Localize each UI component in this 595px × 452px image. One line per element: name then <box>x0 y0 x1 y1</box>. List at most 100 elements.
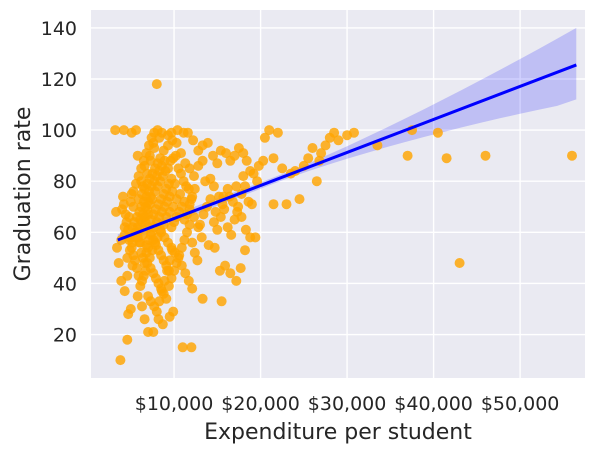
data-point <box>144 140 154 151</box>
data-point <box>222 222 233 233</box>
data-point <box>137 301 147 312</box>
data-point <box>240 224 251 235</box>
data-point <box>320 140 331 151</box>
data-point <box>136 163 147 174</box>
data-point <box>124 245 135 256</box>
data-point <box>118 125 129 136</box>
data-point <box>132 222 143 233</box>
data-point <box>231 275 242 286</box>
data-point <box>268 199 279 210</box>
data-point <box>259 132 270 143</box>
regression-line-group <box>117 63 577 242</box>
data-point <box>135 281 146 291</box>
data-point <box>187 191 198 202</box>
data-point <box>184 163 195 174</box>
data-point <box>187 283 198 294</box>
data-point <box>139 314 150 325</box>
data-point <box>128 186 139 197</box>
data-point <box>176 168 186 179</box>
data-point <box>137 209 148 220</box>
data-point <box>197 155 208 166</box>
data-point <box>311 176 322 187</box>
data-point <box>231 181 242 192</box>
data-point <box>220 260 231 271</box>
data-point <box>141 148 152 159</box>
data-point <box>179 235 190 245</box>
y-tick-label: 20 <box>53 325 77 347</box>
y-tick-label: 80 <box>53 171 77 193</box>
x-tick-label: $20,000 <box>221 393 300 415</box>
data-point <box>229 214 240 225</box>
x-tick-label: $10,000 <box>135 393 214 415</box>
data-point <box>229 150 240 161</box>
y-tick-label: 40 <box>53 273 77 295</box>
data-point <box>258 155 269 166</box>
data-point <box>182 227 192 238</box>
data-point <box>131 125 141 136</box>
data-point <box>441 153 452 164</box>
y-tick-label: 120 <box>41 69 77 91</box>
data-point <box>432 127 443 138</box>
data-point <box>176 201 187 212</box>
data-point <box>307 143 318 153</box>
data-point <box>480 150 491 161</box>
data-point <box>112 242 122 253</box>
data-point <box>122 270 133 281</box>
x-tick-label: $50,000 <box>481 393 560 415</box>
data-point <box>567 150 577 161</box>
data-point <box>167 245 178 256</box>
data-point <box>182 127 193 138</box>
data-point <box>264 125 275 136</box>
data-point <box>238 148 249 159</box>
data-point <box>176 242 187 253</box>
data-point <box>212 158 223 169</box>
data-point <box>248 168 259 179</box>
data-point <box>115 355 126 366</box>
data-point <box>225 268 236 279</box>
data-point <box>166 173 177 184</box>
data-point <box>151 306 162 317</box>
data-point <box>133 270 144 281</box>
data-point <box>208 150 218 161</box>
data-point <box>197 293 208 304</box>
y-axis-label: Graduation rate <box>11 107 36 282</box>
data-point <box>122 334 133 345</box>
data-point <box>277 163 288 174</box>
data-point <box>240 181 250 192</box>
data-point <box>329 127 340 138</box>
data-points <box>110 79 577 366</box>
data-point <box>195 219 205 230</box>
data-point <box>316 148 327 159</box>
data-point <box>333 135 344 146</box>
data-point <box>159 275 170 286</box>
data-point <box>163 265 174 276</box>
data-point <box>131 178 141 189</box>
x-tick-labels: $10,000 $20,000 $30,000 $40,000 $50,000 <box>135 393 560 415</box>
y-tick-label: 100 <box>41 120 77 142</box>
data-point <box>138 155 149 166</box>
data-point <box>281 199 292 210</box>
data-point <box>180 268 191 279</box>
data-point <box>132 291 143 302</box>
data-point <box>238 171 249 182</box>
data-point <box>250 232 261 243</box>
data-point <box>177 342 188 353</box>
data-point <box>125 304 136 314</box>
data-point <box>349 127 359 138</box>
data-point <box>208 217 219 228</box>
x-tick-label: $30,000 <box>308 393 387 415</box>
data-point <box>156 286 167 297</box>
data-point <box>110 125 121 136</box>
data-point <box>168 306 179 317</box>
data-point <box>149 127 160 138</box>
data-point <box>205 194 216 205</box>
data-point <box>252 176 263 187</box>
y-tick-label: 140 <box>41 18 77 40</box>
data-point <box>235 263 246 274</box>
y-tick-labels: 20 40 60 80 100 120 140 <box>41 18 77 347</box>
data-point <box>184 199 195 210</box>
data-point <box>246 199 257 210</box>
data-point <box>226 229 237 240</box>
data-point <box>222 183 233 194</box>
